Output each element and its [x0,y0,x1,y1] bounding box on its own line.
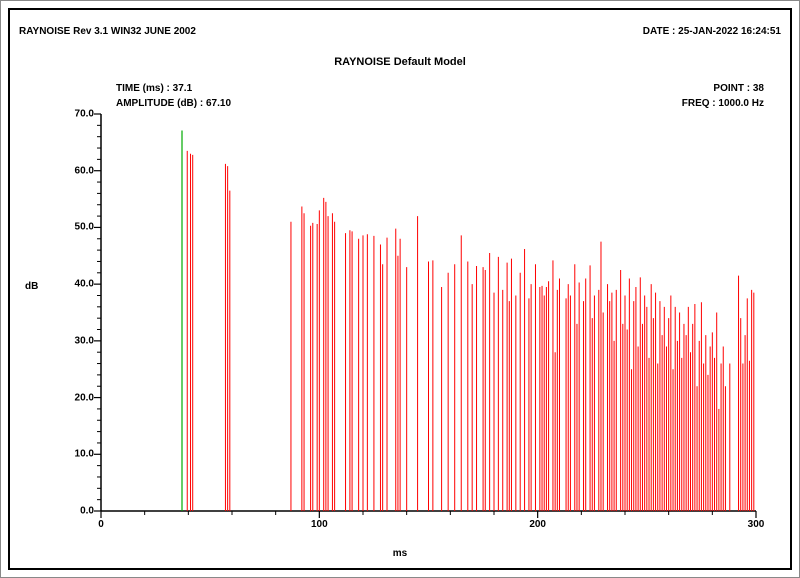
meta-amplitude: AMPLITUDE (dB) : 67.10 [116,98,231,109]
y-tick-label: 30.0 [75,335,94,346]
date-label: DATE : 25-JAN-2022 16:24:51 [643,26,781,37]
y-tick-label: 60.0 [75,165,94,176]
software-version: RAYNOISE Rev 3.1 WIN32 JUNE 2002 [19,26,196,37]
x-tick-label: 200 [529,519,546,530]
plot-title: RAYNOISE Default Model [1,56,799,68]
y-tick-label: 70.0 [75,109,94,120]
y-tick-label: 20.0 [75,392,94,403]
y-axis-label: dB [25,281,38,292]
meta-freq: FREQ : 1000.0 Hz [682,98,764,109]
x-tick-label: 300 [748,519,765,530]
x-tick-label: 0 [98,519,104,530]
meta-point: POINT : 38 [713,83,764,94]
echogram-chart [101,114,756,511]
y-tick-label: 40.0 [75,279,94,290]
y-tick-label: 50.0 [75,222,94,233]
y-tick-label: 10.0 [75,449,94,460]
meta-time: TIME (ms) : 37.1 [116,83,192,94]
x-axis-label: ms [1,548,799,559]
x-tick-label: 100 [311,519,328,530]
y-tick-label: 0.0 [80,506,94,517]
